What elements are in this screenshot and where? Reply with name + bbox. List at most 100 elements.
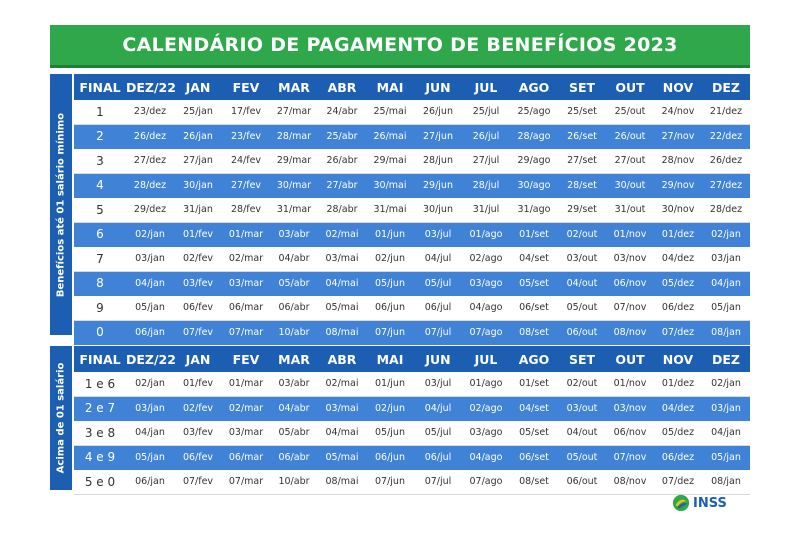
payment-date-cell: 07/mar xyxy=(222,469,270,495)
payment-date-cell: 04/set xyxy=(510,246,558,272)
payment-date-cell: 02/ago xyxy=(462,246,510,272)
payment-date-cell: 31/jan xyxy=(174,197,222,223)
payment-date-cell: 28/dez xyxy=(702,197,750,223)
payment-date-cell: 29/nov xyxy=(654,173,702,198)
payment-date-cell: 07/dez xyxy=(654,469,702,495)
acima-header-11: OUT xyxy=(606,346,654,372)
payment-date-cell: 05/jan xyxy=(126,445,174,470)
payment-date-cell: 06/jan xyxy=(126,320,174,345)
minimum-wage-table: FINAL DEZ/22 JAN FEV MAR ABR MAI JUN JUL AGO SET OU… xyxy=(74,74,750,345)
payment-date-cell: 24/fev xyxy=(222,148,270,174)
payment-date-cell: 27/jan xyxy=(174,148,222,174)
minimo-header-2: JAN xyxy=(174,74,222,100)
acima-header-6: MAI xyxy=(366,346,414,372)
final-digit-cell: 0 xyxy=(74,320,126,345)
payment-date-cell: 06/jul xyxy=(414,295,462,321)
minimo-header-5: ABR xyxy=(318,74,366,100)
payment-date-cell: 28/ago xyxy=(510,124,558,149)
payment-date-cell: 07/fev xyxy=(174,320,222,345)
payment-date-cell: 27/fev xyxy=(222,173,270,198)
payment-date-cell: 05/abr xyxy=(270,271,318,296)
payment-date-cell: 02/mar xyxy=(222,246,270,272)
payment-date-cell: 07/fev xyxy=(174,469,222,495)
payment-date-cell: 25/abr xyxy=(318,124,366,149)
table-row: 2 26/dez 26/jan 23/fev 28/mar 25/abr 26/mai 27/… xyxy=(74,124,750,149)
payment-date-cell: 08/jan xyxy=(702,469,750,495)
payment-date-cell: 04/out xyxy=(558,271,606,296)
payment-date-cell: 08/nov xyxy=(606,320,654,345)
final-digit-cell: 2 e 7 xyxy=(74,396,126,421)
payment-date-cell: 28/nov xyxy=(654,148,702,174)
payment-date-cell: 17/fev xyxy=(222,100,270,125)
payment-date-cell: 05/jan xyxy=(126,295,174,321)
payment-date-cell: 06/jun xyxy=(366,295,414,321)
payment-date-cell: 06/jul xyxy=(414,445,462,470)
payment-date-cell: 03/jan xyxy=(702,396,750,421)
payment-date-cell: 03/fev xyxy=(174,271,222,296)
payment-date-cell: 29/ago xyxy=(510,148,558,174)
payment-date-cell: 08/set xyxy=(510,469,558,495)
payment-date-cell: 10/abr xyxy=(270,469,318,495)
payment-date-cell: 27/dez xyxy=(126,148,174,174)
payment-date-cell: 07/mar xyxy=(222,320,270,345)
payment-date-cell: 28/abr xyxy=(318,197,366,223)
payment-date-cell: 02/out xyxy=(558,372,606,397)
final-digit-cell: 6 xyxy=(74,222,126,247)
payment-date-cell: 27/abr xyxy=(318,173,366,198)
payment-date-cell: 31/ago xyxy=(510,197,558,223)
minimo-header-0: FINAL xyxy=(74,74,126,100)
payment-date-cell: 31/mai xyxy=(366,197,414,223)
payment-date-cell: 25/ago xyxy=(510,100,558,125)
payment-date-cell: 03/fev xyxy=(174,420,222,446)
payment-date-cell: 07/dez xyxy=(654,320,702,345)
payment-date-cell: 04/jan xyxy=(702,420,750,446)
payment-date-cell: 04/jan xyxy=(702,271,750,296)
payment-date-cell: 04/jan xyxy=(126,271,174,296)
payment-date-cell: 25/jul xyxy=(462,100,510,125)
payment-date-cell: 08/jan xyxy=(702,320,750,345)
payment-date-cell: 01/jun xyxy=(366,222,414,247)
payment-date-cell: 03/abr xyxy=(270,372,318,397)
table-row: 0 06/jan 07/fev 07/mar 10/abr 08/mai 07/jun 07/… xyxy=(74,320,750,345)
final-digit-cell: 4 xyxy=(74,173,126,198)
payment-date-cell: 07/ago xyxy=(462,469,510,495)
payment-date-cell: 05/mai xyxy=(318,445,366,470)
payment-date-cell: 06/jun xyxy=(366,445,414,470)
payment-date-cell: 06/out xyxy=(558,320,606,345)
payment-date-cell: 04/set xyxy=(510,396,558,421)
payment-date-cell: 06/set xyxy=(510,445,558,470)
payment-date-cell: 01/mar xyxy=(222,222,270,247)
payment-date-cell: 06/dez xyxy=(654,445,702,470)
payment-date-cell: 08/mai xyxy=(318,320,366,345)
payment-date-cell: 31/mar xyxy=(270,197,318,223)
payment-date-cell: 01/set xyxy=(510,372,558,397)
payment-date-cell: 27/mar xyxy=(270,100,318,125)
minimo-header-1: DEZ/22 xyxy=(126,74,176,100)
payment-date-cell: 05/set xyxy=(510,420,558,446)
payment-date-cell: 02/jan xyxy=(126,222,174,247)
payment-date-cell: 01/set xyxy=(510,222,558,247)
payment-date-cell: 03/jul xyxy=(414,222,462,247)
table-row: 1 e 6 02/jan 01/fev 01/mar 03/abr 02/mai 01/ju… xyxy=(74,372,750,397)
payment-date-cell: 03/nov xyxy=(606,396,654,421)
inss-logo: INSS xyxy=(672,494,727,512)
payment-date-cell: 01/nov xyxy=(606,372,654,397)
minimo-header-7: JUN xyxy=(414,74,462,100)
payment-date-cell: 03/out xyxy=(558,246,606,272)
payment-date-cell: 01/dez xyxy=(654,372,702,397)
payment-date-cell: 02/jan xyxy=(702,222,750,247)
payment-date-cell: 04/mai xyxy=(318,420,366,446)
payment-date-cell: 04/jan xyxy=(126,420,174,446)
side-label-acima: Acima de 01 salário xyxy=(50,346,72,490)
payment-date-cell: 24/nov xyxy=(654,100,702,125)
table-row: 9 05/jan 06/fev 06/mar 06/abr 05/mai 06/jun 06/… xyxy=(74,295,750,321)
payment-date-cell: 26/jun xyxy=(414,100,462,125)
payment-date-cell: 04/dez xyxy=(654,246,702,272)
acima-header-0: FINAL xyxy=(74,346,126,372)
payment-date-cell: 30/mar xyxy=(270,173,318,198)
payment-date-cell: 30/jan xyxy=(174,173,222,198)
table-row: 4 28/dez 30/jan 27/fev 30/mar 27/abr 30/mai 29/… xyxy=(74,173,750,198)
payment-date-cell: 06/abr xyxy=(270,295,318,321)
payment-date-cell: 26/jul xyxy=(462,124,510,149)
table-row: 6 02/jan 01/fev 01/mar 03/abr 02/mai 01/jun 03/… xyxy=(74,222,750,247)
